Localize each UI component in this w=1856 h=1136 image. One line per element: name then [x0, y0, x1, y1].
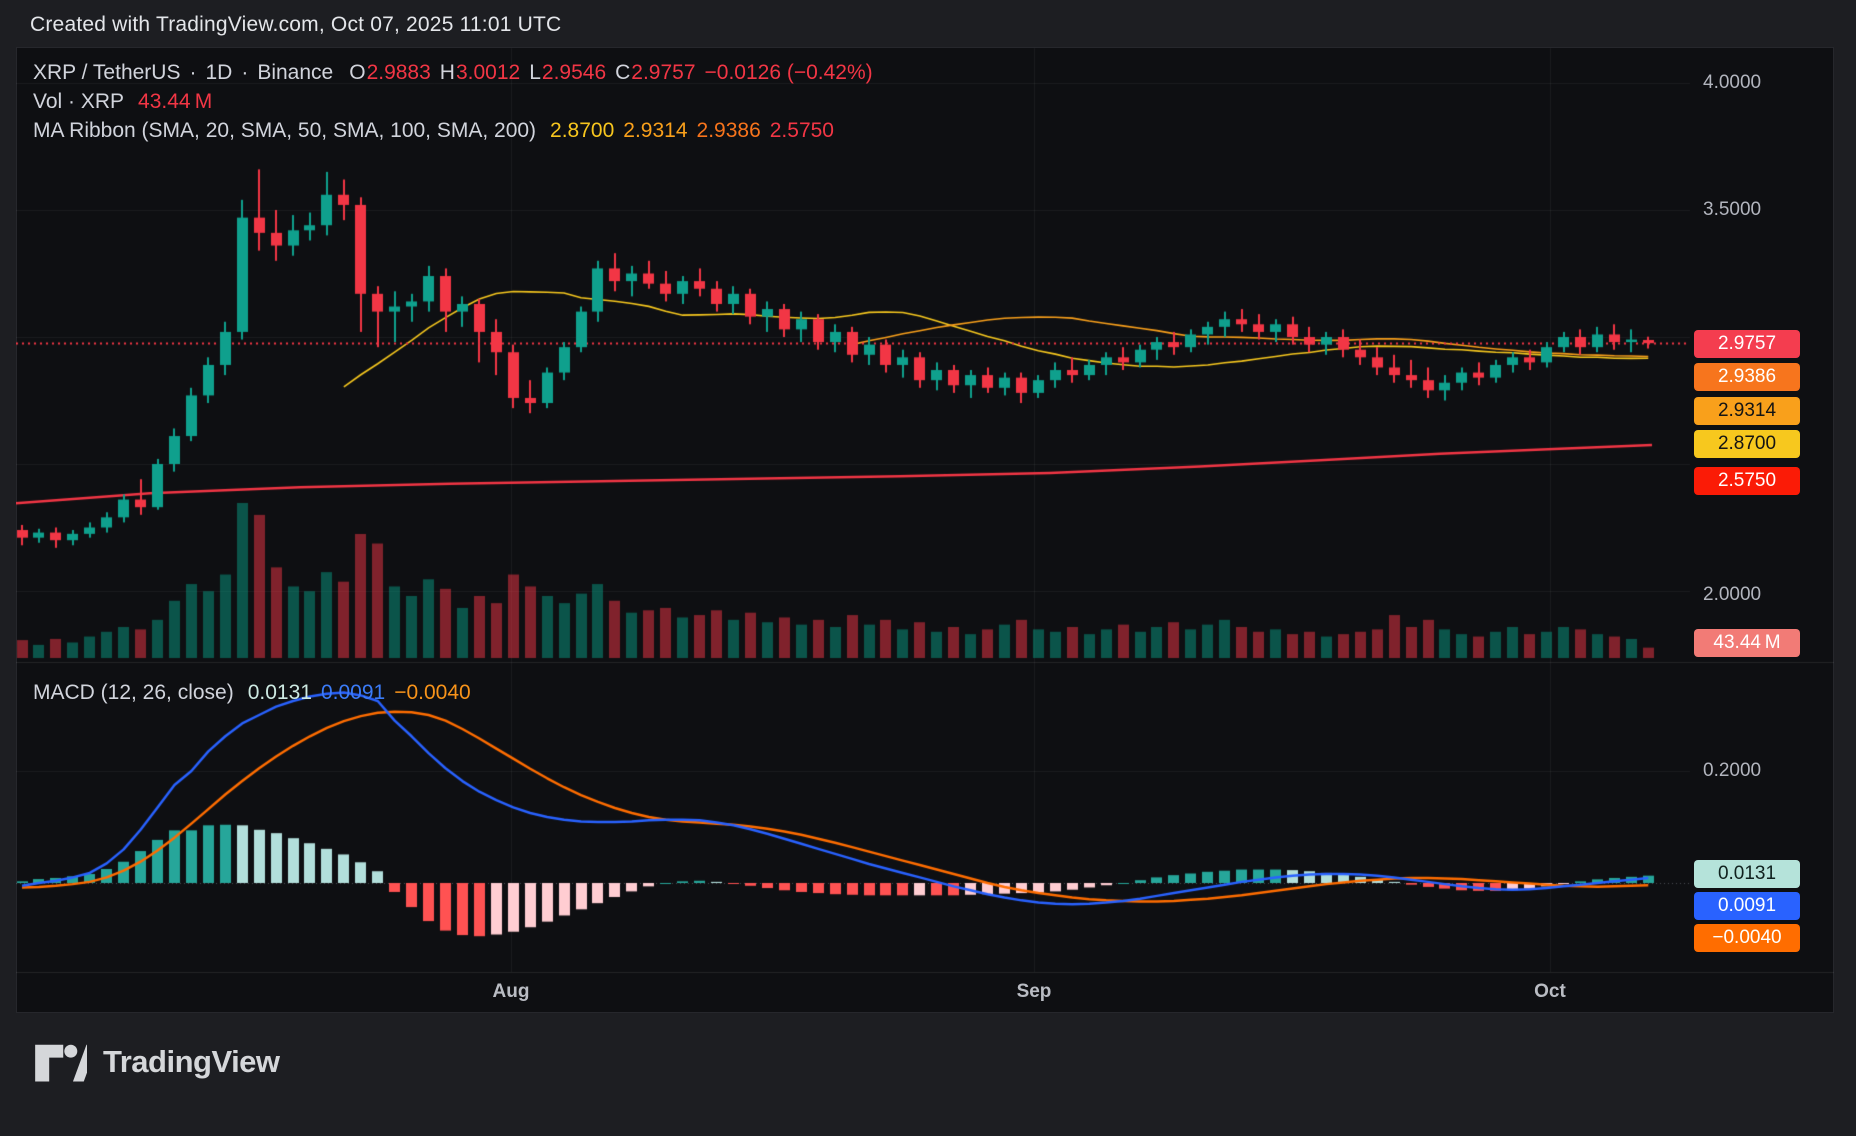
symbol-legend-row[interactable]: XRP / TetherUS · 1D · Binance O2.9883 H3.0012 L… — [33, 61, 882, 85]
volume-value: 43.44 M — [138, 90, 213, 113]
chart-canvas[interactable] — [16, 47, 1834, 1013]
tradingview-branding[interactable]: TradingView — [33, 1040, 280, 1084]
macd-values: 0.0131 0.0091 −0.0040 — [248, 681, 480, 704]
axis-value-badge: 2.9314 — [1694, 397, 1800, 425]
ma-ribbon-label: MA Ribbon (SMA, 20, SMA, 50, SMA, 100, S… — [33, 119, 537, 142]
axis-value-badge: 2.9386 — [1694, 363, 1800, 391]
axis-value-badge: 0.0091 — [1694, 892, 1800, 920]
attribution-text: Created with TradingView.com, Oct 07, 20… — [30, 13, 562, 36]
tradingview-logo-text: TradingView — [103, 1044, 280, 1079]
low-value: 2.9546 — [541, 61, 607, 84]
close-label: C — [615, 61, 631, 84]
time-axis-tick: Oct — [1534, 981, 1566, 1002]
low-label: L — [529, 61, 541, 84]
price-axis-tick: 3.5000 — [1703, 199, 1762, 220]
legend-separator: · — [241, 61, 249, 84]
macd-value: 0.0131 — [247, 681, 312, 704]
time-axis-tick: Sep — [1016, 981, 1052, 1002]
high-value: 3.0012 — [455, 61, 521, 84]
price-scale[interactable] — [1690, 47, 1834, 972]
tradingview-logo-icon — [35, 1044, 87, 1082]
price-axis-tick: 2.0000 — [1703, 584, 1762, 605]
time-axis-tick: Aug — [492, 981, 530, 1002]
interval-label: 1D — [205, 61, 233, 84]
price-axis-tick: 4.0000 — [1703, 72, 1762, 93]
ma-ribbon-value: 2.9314 — [623, 119, 688, 142]
ma-ribbon-value: 2.8700 — [550, 119, 615, 142]
macd-label: MACD (12, 26, close) — [33, 681, 234, 704]
macd-legend-row[interactable]: MACD (12, 26, close) 0.0131 0.0091 −0.0040 — [33, 681, 489, 705]
axis-value-badge: 43.44 M — [1694, 629, 1800, 657]
ma-ribbon-value: 2.5750 — [769, 119, 834, 142]
ma-ribbon-value: 2.9386 — [696, 119, 761, 142]
volume-label: Vol · XRP — [33, 90, 125, 113]
close-value: 2.9757 — [631, 61, 696, 84]
time-scale[interactable] — [16, 972, 1690, 1013]
axis-value-badge: 2.8700 — [1694, 430, 1800, 458]
ma-ribbon-values: 2.8700 2.9314 2.9386 2.5750 — [550, 119, 843, 142]
price-axis-tick: 0.2000 — [1703, 760, 1762, 781]
axis-value-badge: 2.5750 — [1694, 467, 1800, 495]
open-label: O — [349, 61, 366, 84]
exchange-label: Binance — [257, 61, 334, 84]
macd-pane[interactable] — [16, 662, 1690, 972]
open-value: 2.9883 — [366, 61, 431, 84]
axis-value-badge: 2.9757 — [1694, 330, 1800, 358]
axis-value-badge: 0.0131 — [1694, 860, 1800, 888]
change-value: −0.0126 (−0.42%) — [704, 61, 873, 84]
legend-separator: · — [189, 61, 197, 84]
ma-ribbon-legend-row[interactable]: MA Ribbon (SMA, 20, SMA, 50, SMA, 100, S… — [33, 119, 852, 143]
high-label: H — [439, 61, 455, 84]
macd-value: −0.0040 — [394, 681, 471, 704]
symbol-name: XRP / TetherUS — [33, 61, 181, 84]
volume-legend-row[interactable]: Vol · XRP 43.44 M — [33, 90, 221, 114]
axis-value-badge: −0.0040 — [1694, 924, 1800, 952]
macd-value: 0.0091 — [320, 681, 386, 704]
